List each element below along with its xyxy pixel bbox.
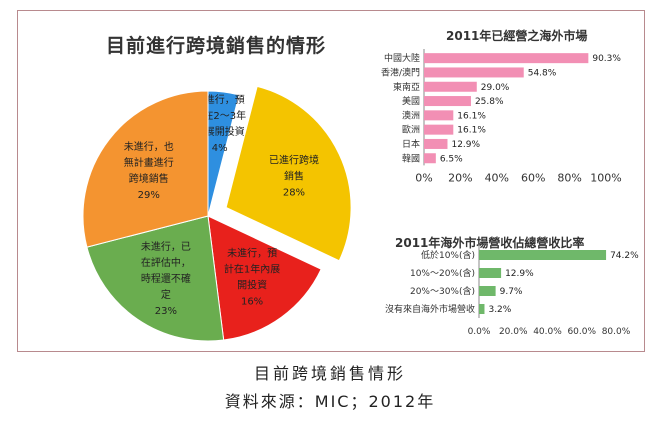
value-label: 54.8% xyxy=(528,68,557,78)
pie-slice xyxy=(225,85,352,262)
value-label: 16.1% xyxy=(457,111,486,121)
bar xyxy=(424,81,477,92)
x-tick-label: 0.0% xyxy=(468,327,491,337)
category-label: 日本 xyxy=(402,138,420,150)
bar xyxy=(479,268,502,278)
value-label: 12.9% xyxy=(451,140,480,150)
x-tick-label: 40% xyxy=(485,171,509,184)
value-label: 6.5% xyxy=(440,154,463,164)
figure-source: 資料來源：MIC；2012年 xyxy=(224,392,436,411)
bar xyxy=(424,153,436,164)
bar xyxy=(424,96,471,107)
value-label: 29.0% xyxy=(481,83,510,93)
x-tick-label: 40.0% xyxy=(533,327,562,337)
pie-slice-label: 未進行，已在評估中，時程還不確定 23% xyxy=(141,240,191,317)
category-label: 韓國 xyxy=(402,153,420,164)
bar xyxy=(424,124,454,135)
pie-slice-label: 未進行，也無計畫進行跨境銷售 29% xyxy=(124,140,174,201)
value-label: 16.1% xyxy=(457,126,486,136)
pie-slice-label: 已進行跨境銷售 28% xyxy=(269,154,319,199)
category-label: 歐洲 xyxy=(402,124,420,136)
pie-slice xyxy=(86,215,225,342)
overseas-market-bar-chart: 中國大陸 90.3% 香港/澳門 54.8% 東南亞 29.0% 美國 25.8% 澳洲 16.1… xyxy=(381,49,622,184)
x-tick-label: 60.0% xyxy=(567,327,596,337)
category-label: 香港/澳門 xyxy=(381,66,420,78)
category-label: 20%～30%(含) xyxy=(410,285,475,297)
bar xyxy=(479,304,485,314)
x-tick-label: 20.0% xyxy=(499,327,528,337)
overseas-market-chart-title: 2011年已經營之海外市場 xyxy=(446,29,588,43)
pie-slice xyxy=(207,215,322,341)
bar xyxy=(424,67,524,78)
bar xyxy=(479,250,607,260)
bar xyxy=(424,110,454,121)
figure-frame: 目前進行跨境銷售的情形 未進行，預計在2～3年內展開投資 4% 已進行跨境銷售 28%… xyxy=(17,10,645,352)
category-label: 10%～20%(含) xyxy=(410,267,475,279)
value-label: 90.3% xyxy=(592,54,621,64)
x-tick-label: 80.0% xyxy=(602,327,631,337)
category-label: 中國大陸 xyxy=(384,52,420,64)
value-label: 74.2% xyxy=(610,251,639,261)
pie-chart: 未進行，預計在2～3年內展開投資 4%已進行跨境銷售 28%未進行，預計在1年內展開… xyxy=(82,85,352,342)
bar xyxy=(479,286,496,296)
value-label: 3.2% xyxy=(488,305,511,315)
category-label: 東南亞 xyxy=(393,81,420,93)
x-tick-label: 80% xyxy=(557,171,581,184)
pie-slice xyxy=(82,90,209,248)
figure-caption: 目前跨境銷售情形 xyxy=(253,364,406,383)
bar xyxy=(424,138,448,149)
value-label: 12.9% xyxy=(505,269,534,279)
category-label: 澳洲 xyxy=(402,109,420,121)
pie-chart-title: 目前進行跨境銷售的情形 xyxy=(106,35,327,57)
bar xyxy=(424,53,589,64)
value-label: 25.8% xyxy=(475,97,504,107)
category-label: 沒有來自海外市場營收 xyxy=(385,303,475,315)
category-label: 低於10%(含) xyxy=(421,249,475,261)
x-tick-label: 100% xyxy=(590,171,621,184)
pie-slice-label: 未進行，預計在1年內展開投資 16% xyxy=(224,247,280,308)
value-label: 9.7% xyxy=(500,287,523,297)
x-tick-label: 60% xyxy=(521,171,545,184)
revenue-ratio-bar-chart: 低於10%(含) 74.2% 10%～20%(含) 12.9% 20%～30%(含) 9.… xyxy=(385,244,639,337)
category-label: 美國 xyxy=(402,95,420,107)
revenue-ratio-chart-title: 2011年海外市場營收佔總營收比率 xyxy=(395,236,585,250)
x-tick-label: 0% xyxy=(415,171,432,184)
x-tick-label: 20% xyxy=(448,171,472,184)
